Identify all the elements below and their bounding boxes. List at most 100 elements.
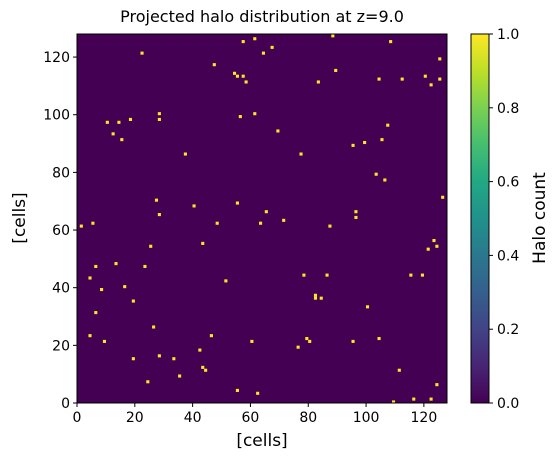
halo-point	[264, 210, 268, 214]
halo-point	[313, 296, 318, 300]
halo-point	[354, 210, 358, 214]
halo-point	[192, 204, 196, 208]
halo-point	[198, 348, 202, 352]
x-axis-label: [cells]	[236, 431, 287, 451]
halo-point	[117, 120, 121, 124]
x-tick-label: 100	[353, 410, 380, 426]
halo-point	[374, 172, 378, 176]
halo-point	[435, 244, 439, 248]
y-tick-label: 0	[61, 396, 70, 412]
halo-point	[363, 140, 367, 145]
halo-point	[435, 383, 439, 387]
halo-point	[409, 273, 413, 277]
y-tick-label: 80	[52, 165, 70, 181]
halo-point	[313, 293, 318, 297]
y-tick-label: 100	[43, 108, 70, 124]
halo-point	[204, 368, 208, 372]
halo-point	[172, 357, 176, 361]
halo-point	[429, 397, 433, 401]
halo-point	[377, 336, 381, 341]
halo-point	[100, 287, 104, 292]
halo-point	[94, 311, 98, 315]
halo-point	[209, 334, 213, 338]
y-tick-label: 20	[52, 338, 70, 354]
halo-point	[391, 400, 396, 404]
colorbar-gradient	[470, 33, 490, 404]
halo-point	[282, 218, 286, 222]
halo-point	[183, 152, 187, 156]
halo-point	[154, 198, 159, 202]
chart-title: Projected halo distribution at z=9.0	[120, 7, 404, 26]
halo-point	[270, 45, 274, 49]
halo-point	[276, 129, 280, 133]
x-tick-label: 80	[299, 410, 317, 426]
halo-point	[244, 80, 248, 84]
halo-point	[123, 285, 127, 289]
halo-point	[261, 51, 265, 55]
halo-point	[88, 276, 92, 280]
halo-point	[351, 339, 355, 343]
halo-point	[389, 40, 393, 44]
halo-point	[146, 380, 150, 384]
halo-point	[238, 115, 242, 119]
halo-point	[201, 241, 205, 245]
halo-point	[241, 40, 245, 44]
colorbar-tick-label: 0.8	[497, 101, 519, 117]
halo-point	[102, 339, 107, 343]
halo-point	[157, 213, 161, 217]
y-axis-label: [cells]	[10, 192, 30, 243]
halo-point	[438, 57, 442, 61]
halo-point	[308, 339, 312, 343]
colorbar-label: Halo count	[530, 172, 550, 264]
halo-point	[383, 178, 387, 182]
x-tick-label: 20	[126, 410, 144, 426]
halo-point	[302, 273, 306, 277]
colorbar-tick-label: 0.4	[497, 248, 519, 264]
halo-point	[438, 77, 442, 81]
halo-point	[91, 221, 95, 225]
x-tick-label: 0	[73, 410, 82, 426]
halo-point	[128, 117, 133, 121]
colorbar: 0.0 0.2 0.4 0.6 0.8 1.0 Halo count	[470, 27, 550, 412]
halo-point	[365, 305, 370, 309]
colorbar-tick-label: 0.6	[497, 175, 519, 191]
halo-point	[316, 80, 320, 84]
halo-point	[377, 77, 381, 81]
heatmap-background	[77, 34, 447, 403]
halo-point	[256, 391, 260, 395]
halo-point	[88, 334, 92, 338]
y-tick-label: 60	[52, 223, 70, 239]
halo-point	[131, 357, 135, 361]
halo-point	[235, 201, 239, 205]
halo-point	[325, 273, 329, 277]
x-axis-ticks: 0 20 40 60 80 100 120	[73, 403, 438, 426]
halo-point	[423, 74, 427, 78]
halo-point	[250, 339, 254, 343]
halo-point	[120, 138, 124, 142]
halo-point	[157, 354, 161, 358]
y-axis-ticks: 0 20 40 60 80 100 120	[43, 50, 77, 412]
halo-point	[178, 374, 182, 378]
halo-point	[259, 221, 263, 225]
halo-point	[215, 221, 219, 225]
halo-point	[105, 120, 109, 124]
halo-points	[79, 34, 445, 404]
halo-point	[354, 215, 358, 219]
halo-point	[331, 34, 335, 38]
x-tick-label: 120	[411, 410, 438, 426]
halo-point	[412, 397, 416, 401]
halo-point	[241, 74, 245, 78]
halo-point	[149, 244, 153, 248]
halo-point	[420, 273, 424, 277]
halo-point	[235, 388, 239, 392]
halo-point	[201, 365, 205, 369]
halo-point	[111, 132, 115, 136]
halo-point	[328, 224, 332, 228]
halo-point	[397, 368, 401, 372]
halo-point	[79, 224, 83, 228]
halo-point	[400, 77, 404, 81]
halo-point	[319, 296, 323, 300]
halo-point	[334, 68, 338, 72]
plot-frame	[76, 33, 448, 404]
